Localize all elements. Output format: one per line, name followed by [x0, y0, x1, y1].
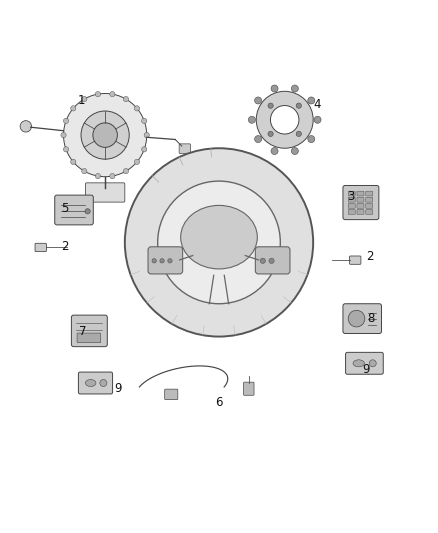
Circle shape: [271, 148, 278, 155]
Circle shape: [291, 148, 298, 155]
FancyBboxPatch shape: [348, 204, 355, 208]
FancyBboxPatch shape: [244, 382, 254, 395]
Text: 2: 2: [61, 240, 69, 253]
Circle shape: [125, 148, 313, 336]
Circle shape: [158, 181, 280, 304]
FancyBboxPatch shape: [78, 372, 113, 394]
FancyBboxPatch shape: [55, 195, 93, 225]
Circle shape: [308, 135, 315, 143]
Circle shape: [269, 258, 274, 263]
FancyBboxPatch shape: [366, 204, 373, 208]
Circle shape: [260, 258, 265, 263]
Circle shape: [20, 120, 32, 132]
Ellipse shape: [353, 360, 364, 367]
Circle shape: [144, 133, 149, 138]
Circle shape: [81, 111, 129, 159]
Circle shape: [296, 131, 301, 136]
Circle shape: [93, 123, 117, 147]
FancyBboxPatch shape: [148, 247, 183, 274]
FancyBboxPatch shape: [346, 352, 383, 374]
FancyBboxPatch shape: [348, 197, 355, 202]
FancyBboxPatch shape: [348, 191, 355, 196]
Circle shape: [160, 259, 164, 263]
Circle shape: [168, 259, 172, 263]
Circle shape: [124, 168, 129, 174]
Circle shape: [95, 92, 101, 97]
Ellipse shape: [180, 205, 257, 269]
Circle shape: [64, 93, 147, 177]
Circle shape: [152, 259, 156, 263]
Circle shape: [64, 147, 69, 152]
Circle shape: [141, 118, 147, 124]
Circle shape: [85, 209, 90, 214]
Circle shape: [71, 106, 76, 111]
Circle shape: [268, 131, 273, 136]
Circle shape: [61, 133, 66, 138]
FancyBboxPatch shape: [71, 315, 107, 346]
Circle shape: [248, 116, 255, 123]
FancyBboxPatch shape: [357, 209, 364, 214]
FancyBboxPatch shape: [77, 333, 101, 343]
Circle shape: [110, 92, 115, 97]
Ellipse shape: [369, 360, 376, 367]
Text: 8: 8: [367, 312, 374, 325]
FancyBboxPatch shape: [366, 209, 373, 214]
Text: 4: 4: [314, 98, 321, 111]
FancyBboxPatch shape: [357, 204, 364, 208]
Circle shape: [71, 159, 76, 165]
FancyBboxPatch shape: [348, 209, 355, 214]
Circle shape: [308, 97, 315, 104]
Text: 1: 1: [77, 94, 85, 108]
Circle shape: [134, 106, 140, 111]
Ellipse shape: [85, 379, 96, 386]
FancyBboxPatch shape: [350, 256, 361, 264]
Circle shape: [124, 96, 129, 102]
Text: 9: 9: [114, 382, 122, 395]
Circle shape: [110, 173, 115, 179]
Circle shape: [95, 173, 101, 179]
Circle shape: [314, 116, 321, 123]
Text: 3: 3: [347, 190, 354, 203]
FancyBboxPatch shape: [85, 183, 125, 202]
FancyBboxPatch shape: [357, 197, 364, 202]
Ellipse shape: [100, 379, 107, 386]
Text: 6: 6: [215, 396, 223, 409]
FancyBboxPatch shape: [343, 304, 381, 334]
Circle shape: [141, 147, 147, 152]
Circle shape: [296, 103, 301, 108]
Circle shape: [254, 97, 261, 104]
FancyBboxPatch shape: [255, 247, 290, 274]
FancyBboxPatch shape: [165, 389, 178, 400]
Text: 9: 9: [362, 363, 370, 376]
FancyBboxPatch shape: [179, 144, 191, 154]
Circle shape: [81, 168, 87, 174]
Circle shape: [348, 310, 365, 327]
Circle shape: [271, 85, 278, 92]
Circle shape: [268, 103, 273, 108]
Circle shape: [270, 106, 299, 134]
Circle shape: [64, 118, 69, 124]
Circle shape: [254, 135, 261, 143]
FancyBboxPatch shape: [366, 197, 373, 202]
FancyBboxPatch shape: [366, 191, 373, 196]
Circle shape: [291, 85, 298, 92]
Text: 5: 5: [61, 202, 68, 215]
Circle shape: [134, 159, 140, 165]
Circle shape: [256, 91, 313, 148]
Circle shape: [81, 96, 87, 102]
Text: 7: 7: [78, 325, 86, 338]
FancyBboxPatch shape: [357, 191, 364, 196]
Text: 2: 2: [366, 250, 374, 263]
FancyBboxPatch shape: [35, 243, 46, 252]
FancyBboxPatch shape: [343, 185, 379, 220]
